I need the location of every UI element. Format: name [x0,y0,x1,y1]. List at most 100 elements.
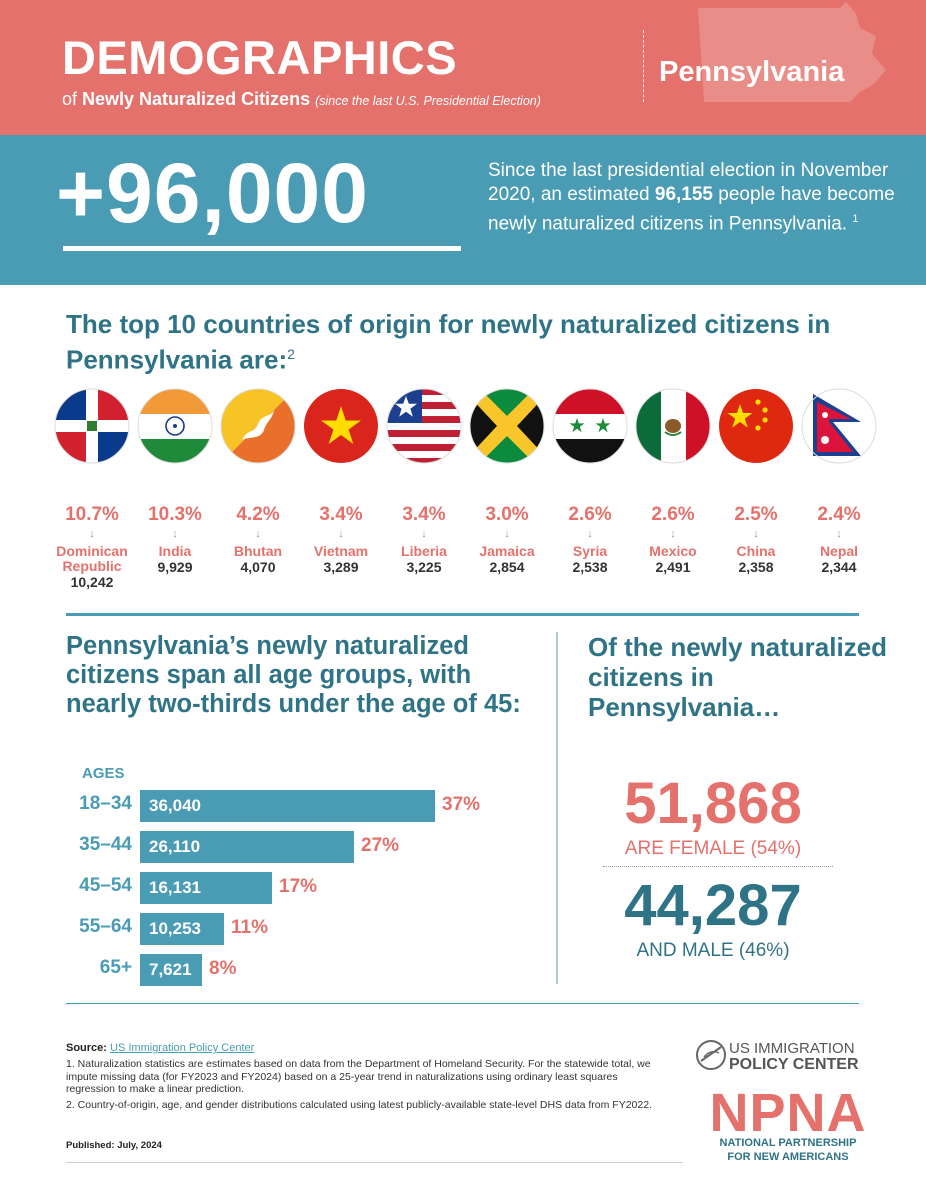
country-name: Jamaica [479,543,535,559]
age-bar-value: 26,110 [149,837,201,856]
npna-subtitle-2: FOR NEW AMERICANS [727,1151,849,1163]
female-count: 51,868 [624,771,802,836]
country-percent: 10.7% [65,504,119,525]
country-percent: 3.0% [485,504,529,525]
country-name: Mexico [649,543,697,559]
age-category-label: 35–44 [79,834,132,855]
down-arrow-icon: ↓ [836,528,842,540]
footer-rule [66,1162,683,1163]
country-count: 3,289 [323,559,359,575]
down-arrow-icon: ↓ [421,528,427,540]
country-item: 3.0% ↓ Jamaica 2,854 [462,388,552,576]
country-count: 3,225 [406,559,442,575]
page-title: DEMOGRAPHICS [62,31,458,84]
country-count: 2,344 [821,559,857,575]
gender-separator [603,866,833,867]
section-divider [66,613,859,616]
source-line: Source: US Immigration Policy Center [66,1042,255,1054]
country-name: Syria [572,543,608,559]
country-count: 2,491 [655,559,691,575]
age-bar: 36,040 [140,790,435,822]
country-item: 2.5% ↓ China 2,358 [711,388,801,576]
age-bar-percent: 17% [279,876,318,897]
country-percent: 2.4% [817,504,861,525]
npna-subtitle-1: NATIONAL PARTNERSHIP [719,1137,857,1149]
footnote-2: 2. Country-of-origin, age, and gender di… [66,1098,652,1111]
down-arrow-icon: ↓ [338,528,344,540]
country-percent: 3.4% [402,504,446,525]
jamaica-flag-icon [469,388,545,464]
state-name: Pennsylvania [659,56,845,88]
mexico-flag-icon [635,388,711,464]
down-arrow-icon: ↓ [587,528,593,540]
vietnam-flag-icon [304,389,378,463]
age-category-label: 45–54 [79,875,132,896]
big-number: +96,000 [56,146,369,240]
country-name: Bhutan [233,543,283,559]
country-item: 3.4% ↓ Liberia 3,225 [379,388,469,576]
age-bar: 16,131 [140,872,272,904]
age-bar-percent: 27% [361,835,400,856]
country-name: Vietnam [313,543,369,559]
down-arrow-icon: ↓ [670,528,676,540]
country-count: 2,854 [489,559,525,575]
age-bar-value: 16,131 [149,878,201,897]
male-count: 44,287 [624,873,802,938]
female-label: ARE FEMALE (54%) [624,838,802,859]
header-divider [643,30,644,102]
down-arrow-icon: ↓ [255,528,261,540]
country-percent: 2.6% [651,504,695,525]
down-arrow-icon: ↓ [89,528,95,540]
male-label: AND MALE (46%) [636,940,790,961]
age-bar-percent: 37% [442,794,481,815]
country-percent: 10.3% [148,504,202,525]
country-count: 2,538 [572,559,608,575]
source-link[interactable]: US Immigration Policy Center [110,1042,255,1054]
countries-heading: The top 10 countries of origin for newly… [66,309,831,375]
country-count: 9,929 [157,559,193,575]
big-number-underline [63,246,461,251]
dominican-republic-flag-icon [54,388,130,464]
age-category-label: 65+ [99,957,132,978]
down-arrow-icon: ↓ [753,528,759,540]
country-item: 10.3% ↓ India 9,929 [130,388,220,576]
npna-logo: NPNA [709,1083,867,1143]
country-name: Dominican Republic [56,543,128,574]
country-percent: 4.2% [236,504,280,525]
age-category-label: 55–64 [79,916,132,937]
uipc-line2: POLICY CENTER [729,1056,859,1073]
age-bar: 26,110 [140,831,354,863]
gender-heading: Of the newly naturalized citizens in Pen… [588,632,888,722]
highlight-description: Since the last presidential election in … [488,160,895,235]
age-bar-value: 7,621 [149,960,192,979]
country-name: China [736,543,776,559]
country-item: 2.6% ↓ Syria 2,538 [545,388,635,576]
uipc-line1: US IMMIGRATION [729,1040,855,1057]
country-percent: 2.5% [734,504,778,525]
age-bar-value: 36,040 [149,796,201,815]
country-name: Nepal [819,543,859,559]
pennsylvania-map-icon [698,2,886,102]
country-count: 2,358 [738,559,774,575]
page-subtitle: of Newly Naturalized Citizens (since the… [62,89,541,109]
country-percent: 2.6% [568,504,612,525]
india-flag-icon [137,388,213,464]
country-item: 2.4% ↓ Nepal 2,344 [794,388,884,576]
highlight-band: +96,000 Since the last presidential elec… [0,135,926,285]
down-arrow-icon: ↓ [504,528,510,540]
syria-flag-icon [552,388,628,464]
age-bar-percent: 11% [231,917,268,938]
country-item: 10.7% ↓ Dominican Republic 10,242 [47,388,137,591]
country-count: 10,242 [70,574,114,590]
china-flag-icon [719,389,793,463]
ages-axis-label: AGES [82,765,125,782]
age-bar: 7,621 [140,954,202,986]
footnote-1: 1. Naturalization statistics are estimat… [66,1058,651,1095]
footnotes: 1. Naturalization statistics are estimat… [66,1058,656,1114]
age-category-label: 18–34 [79,793,132,814]
country-count: 4,070 [240,559,276,575]
uipc-logo: US IMMIGRATION POLICY CENTER [695,1038,885,1078]
age-bar: 10,253 [140,913,224,945]
header: DEMOGRAPHICS of Newly Naturalized Citize… [0,0,926,135]
country-name: India [158,543,192,559]
